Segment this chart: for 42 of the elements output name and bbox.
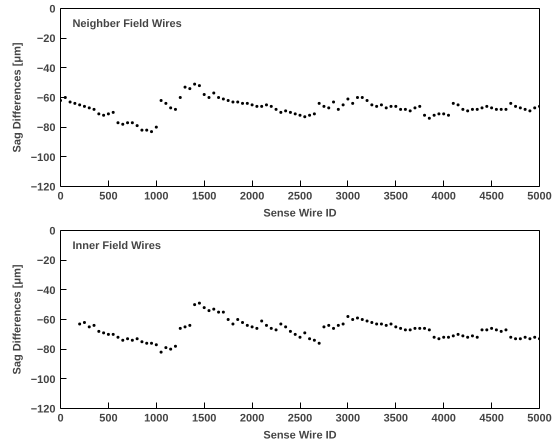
x-tick-label: 1000 (144, 412, 169, 424)
y-tick-label: −120 (30, 182, 56, 194)
x-axis-title: Sense Wire ID (263, 208, 337, 220)
y-tick-label: 0 (49, 226, 56, 238)
x-tick-label: 4000 (431, 412, 456, 424)
x-tick-label: 1000 (144, 190, 169, 202)
y-tick-label: −60 (36, 314, 56, 326)
x-tick-label: 1500 (192, 412, 216, 424)
y-tick-label: −40 (36, 62, 56, 75)
x-tick-label: 0 (57, 412, 64, 424)
y-tick-label: −20 (36, 255, 56, 268)
x-tick-label: 4000 (431, 190, 456, 202)
x-tick-label: 3000 (336, 190, 360, 202)
text: Inner Field Wires (72, 240, 162, 252)
x-tick-label: 1500 (192, 190, 216, 202)
y-tick-label: −80 (36, 122, 56, 134)
y-tick-label: −60 (36, 92, 56, 104)
y-tick-label: 0 (49, 4, 56, 16)
x-tick-label: 5000 (527, 190, 552, 202)
x-tick-label: 500 (99, 412, 118, 424)
x-tick-label: 3000 (336, 412, 360, 424)
x-tick-label: 2000 (240, 190, 264, 202)
x-tick-label: 2000 (240, 412, 264, 424)
y-tick-label: −80 (36, 344, 56, 356)
x-tick-label: 4500 (479, 412, 504, 424)
y-tick-label: −120 (30, 404, 56, 416)
x-tick-label: 3500 (384, 412, 408, 424)
x-tick-label: 5000 (527, 412, 552, 424)
y-tick-label: −100 (30, 374, 56, 386)
text: Neighber Field Wires (72, 18, 182, 30)
y-tick-label: −100 (30, 152, 56, 164)
y-tick-label: −40 (36, 284, 56, 297)
x-tick-label: 500 (99, 190, 118, 202)
x-tick-label: 3500 (384, 190, 408, 202)
x-tick-label: 2500 (288, 190, 312, 202)
y-tick-label: −20 (36, 33, 56, 46)
y-axis-title: Sag Differences [μm] (12, 264, 24, 375)
x-axis-title: Sense Wire ID (263, 430, 337, 442)
x-tick-label: 0 (57, 190, 64, 202)
x-tick-label: 4500 (479, 190, 504, 202)
x-tick-label: 2500 (288, 412, 312, 424)
y-axis-title: Sag Differences [μm] (12, 42, 24, 153)
